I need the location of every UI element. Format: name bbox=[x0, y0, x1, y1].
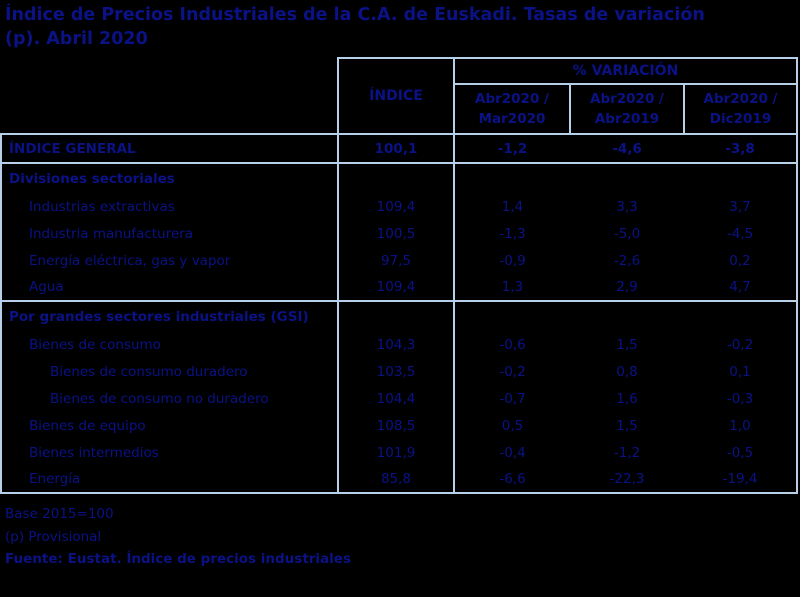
variation-value bbox=[454, 163, 570, 193]
table-row: Energía eléctrica, gas y vapor 97,5 -0,9 -2… bbox=[0, 247, 799, 274]
table-body: ÍNDICE GENERAL 100,1 -1,2 -4,6 -3,8 Divisione… bbox=[0, 133, 799, 494]
footnote-base: Base 2015=100 bbox=[5, 506, 114, 522]
indice-value: 100,1 bbox=[337, 133, 455, 164]
row-label: Bienes intermedios bbox=[0, 439, 338, 466]
col-header-abr2020-dic2019: Abr2020 / Dic2019 bbox=[682, 83, 799, 135]
header-row-sub: Abr2020 / Mar2020 Abr2020 / Abr2019 Abr2… bbox=[1, 83, 799, 135]
indice-value: 109,4 bbox=[337, 193, 455, 220]
col-header-abr2020-abr2019: Abr2020 / Abr2019 bbox=[569, 83, 685, 135]
variation-value: 1,5 bbox=[616, 336, 638, 353]
variation-value: -1,2 bbox=[613, 444, 641, 461]
indice-value: 104,3 bbox=[337, 331, 455, 358]
row-label: Agua bbox=[0, 274, 338, 302]
variation-value: -0,6 bbox=[499, 336, 526, 353]
col-header-abr2020-mar2020: Abr2020 / Mar2020 bbox=[453, 83, 571, 135]
variation-value: 0,8 bbox=[616, 363, 638, 380]
footnote-source: Fuente: Eustat. Índice de precios indust… bbox=[5, 551, 351, 568]
variation-value: -0,7 bbox=[499, 390, 526, 407]
variation-value: -1,3 bbox=[499, 225, 526, 242]
row-label: Energía eléctrica, gas y vapor bbox=[0, 247, 338, 274]
variation-value bbox=[684, 301, 799, 331]
table-header: ÍNDICE % VARIACIÓN Abr2020 / Mar2020 Abr… bbox=[1, 57, 799, 135]
header-row-group: ÍNDICE % VARIACIÓN bbox=[1, 57, 799, 135]
variation-value: 1,0 bbox=[684, 412, 799, 439]
variation-value: -5,0 bbox=[613, 225, 641, 242]
variation-value: 0,1 bbox=[684, 358, 799, 385]
variation-value: 4,7 bbox=[684, 274, 799, 302]
col-header-indice: ÍNDICE bbox=[337, 57, 455, 135]
variation-value: 1,3 bbox=[454, 274, 570, 302]
variation-value: -2,6 bbox=[613, 252, 641, 269]
variation-value: 1,5 bbox=[616, 417, 638, 434]
indice-value: 104,4 bbox=[337, 385, 455, 412]
variation-value: -0,2 bbox=[684, 331, 799, 358]
variation-value: -0,9 bbox=[499, 252, 526, 269]
indice-value: 101,9 bbox=[337, 439, 455, 466]
variation-value: 0,5 bbox=[501, 417, 524, 434]
variation-value: -6,6 bbox=[454, 466, 570, 494]
table-row: Bienes intermedios 101,9 -0,4 -1,2 -0,5 bbox=[0, 439, 799, 466]
page-title-line1: Índice de Precios Industriales de la C.A… bbox=[5, 5, 705, 25]
variation-value: -1,2 bbox=[454, 133, 570, 164]
section-header-row: Divisiones sectoriales bbox=[0, 163, 799, 193]
variation-value: -0,2 bbox=[499, 363, 526, 380]
variation-value bbox=[570, 301, 684, 331]
row-label: ÍNDICE GENERAL bbox=[0, 133, 338, 164]
variation-value: -0,5 bbox=[684, 439, 799, 466]
indice-value: 85,8 bbox=[337, 466, 455, 494]
variation-value: 0,2 bbox=[684, 247, 799, 274]
row-indice-general: ÍNDICE GENERAL 100,1 -1,2 -4,6 -3,8 bbox=[0, 133, 799, 164]
variation-value bbox=[684, 163, 799, 193]
table-row: Industria manufacturera 100,5 -1,3 -5,0 -4,5 bbox=[0, 220, 799, 247]
page-title: Índice de Precios Industriales de la C.A… bbox=[5, 4, 800, 51]
row-label: Bienes de equipo bbox=[0, 412, 338, 439]
table-footnotes: Base 2015=100 (p) Provisional Fuente: Eu… bbox=[5, 503, 800, 571]
indice-value: 103,5 bbox=[337, 358, 455, 385]
ipi-table: ÍNDICE % VARIACIÓN Abr2020 / Mar2020 Abr… bbox=[0, 57, 799, 494]
page-title-line2: (p). Abril 2020 bbox=[5, 28, 148, 49]
indice-value: 100,5 bbox=[337, 220, 455, 247]
row-label: Divisiones sectoriales bbox=[0, 163, 338, 193]
variation-value: 2,9 bbox=[570, 274, 684, 302]
row-label: Por grandes sectores industriales (GSI) bbox=[0, 301, 338, 331]
indice-value: 109,4 bbox=[337, 274, 455, 302]
indice-value bbox=[337, 163, 455, 193]
variation-value: 3,7 bbox=[684, 193, 799, 220]
variation-value: 1,6 bbox=[616, 390, 638, 407]
row-label: Bienes de consumo no duradero bbox=[0, 385, 338, 412]
variation-value: -4,6 bbox=[570, 133, 684, 164]
variation-value: -0,3 bbox=[684, 385, 799, 412]
col-header-variacion-group: % VARIACIÓN bbox=[452, 57, 799, 85]
variation-value bbox=[454, 301, 570, 331]
variation-value: -22,3 bbox=[570, 466, 684, 494]
indice-value bbox=[337, 301, 455, 331]
table-row: Industrias extractivas 109,4 1,4 3,3 3,7 bbox=[0, 193, 799, 220]
table-row: Bienes de equipo 108,5 0,5 1,5 1,0 bbox=[0, 412, 799, 439]
variation-value: 3,3 bbox=[616, 198, 638, 215]
table-row: Energía 85,8 -6,6 -22,3 -19,4 bbox=[0, 466, 799, 494]
variation-value: -0,4 bbox=[499, 444, 526, 461]
row-label: Bienes de consumo duradero bbox=[0, 358, 338, 385]
variation-value: -3,8 bbox=[684, 133, 799, 164]
row-label: Industrias extractivas bbox=[0, 193, 338, 220]
row-label: Industria manufacturera bbox=[0, 220, 338, 247]
variation-value: 1,4 bbox=[501, 198, 524, 215]
table-row: Bienes de consumo duradero 103,5 -0,2 0,8 0,… bbox=[0, 358, 799, 385]
indice-value: 97,5 bbox=[337, 247, 455, 274]
variation-value: -19,4 bbox=[684, 466, 799, 494]
table-row: Bienes de consumo 104,3 -0,6 1,5 -0,2 bbox=[0, 331, 799, 358]
page: Índice de Precios Industriales de la C.A… bbox=[0, 4, 800, 597]
corner-cell bbox=[1, 58, 338, 134]
indice-value: 108,5 bbox=[337, 412, 455, 439]
section-header-row: Por grandes sectores industriales (GSI) bbox=[0, 301, 799, 331]
footnote-provisional: (p) Provisional bbox=[5, 528, 102, 545]
variation-value: -4,5 bbox=[684, 220, 799, 247]
variation-value bbox=[570, 163, 684, 193]
table-row: Agua 109,4 1,3 2,9 4,7 bbox=[0, 274, 799, 302]
table-row: Bienes de consumo no duradero 104,4 -0,7 1,… bbox=[0, 385, 799, 412]
row-label: Energía bbox=[0, 466, 338, 494]
row-label: Bienes de consumo bbox=[0, 331, 338, 358]
